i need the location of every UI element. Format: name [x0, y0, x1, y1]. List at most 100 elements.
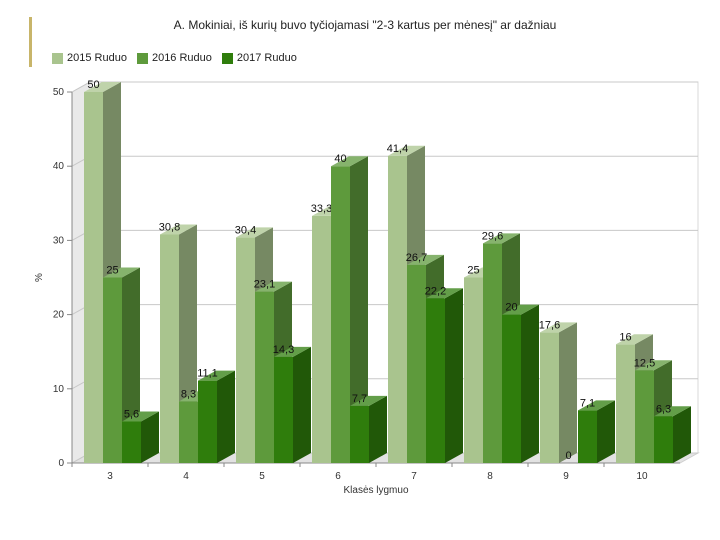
y-tick-label: 10: [53, 384, 65, 395]
data-label: 30,8: [159, 221, 180, 233]
accent-bar: [29, 17, 32, 67]
bar-2017-4: [198, 380, 217, 463]
bar-side: [521, 304, 539, 463]
data-label: 25: [467, 265, 479, 277]
legend-swatch-2017: [221, 52, 233, 64]
bar-side: [559, 322, 577, 463]
data-label: 17,6: [539, 319, 560, 331]
bar-side: [445, 288, 463, 463]
bar-2017-9: [578, 410, 597, 463]
bar-2015-3: [84, 92, 103, 463]
data-label: 6,3: [656, 403, 671, 415]
bar-top: [350, 395, 387, 406]
bar-side: [369, 395, 387, 463]
bar-2015-8: [464, 277, 483, 463]
bar-top: [426, 288, 463, 299]
bar-side: [141, 411, 159, 463]
bar-2016-5: [255, 291, 274, 463]
x-tick-label: 3: [107, 471, 113, 482]
bar-2015-6: [312, 215, 331, 463]
y-tick-label: 0: [58, 458, 64, 469]
bar-top: [103, 267, 140, 278]
data-label: 14,3: [273, 344, 294, 356]
data-label: 29,6: [482, 230, 503, 242]
data-label: 8,3: [181, 388, 196, 400]
bar-top: [236, 227, 273, 238]
legend-swatch-2015: [52, 52, 63, 64]
bar-top: [578, 400, 615, 411]
x-tick-label: 5: [259, 471, 265, 482]
legend-swatch-2016: [136, 52, 148, 64]
bar-top: [84, 82, 121, 92]
legend-label-2016: 2016 Ruduo: [151, 52, 212, 64]
data-label: 16: [619, 331, 631, 343]
y-tick-label: 30: [53, 235, 65, 246]
data-label: 41,4: [387, 143, 408, 155]
data-label: 12,5: [634, 357, 655, 369]
bar-top: [540, 322, 577, 333]
legend-item-2016: 2016 Ruduo: [136, 52, 212, 64]
bar-2016-3: [103, 277, 122, 463]
y-axis-label: %: [34, 273, 45, 282]
bar-2015-7: [388, 155, 407, 463]
data-label: 50: [87, 79, 99, 91]
bar-top: [198, 370, 235, 381]
bar-2017-10: [654, 416, 673, 463]
bar-side: [217, 370, 235, 463]
bar-2017-3: [122, 421, 141, 463]
bar-side: [673, 406, 691, 463]
bar-top: [274, 346, 311, 357]
bar-2015-5: [236, 237, 255, 463]
bar-2016-10: [635, 370, 654, 463]
bar-top: [635, 360, 672, 371]
data-label: 20: [505, 302, 517, 314]
bar-top: [502, 304, 539, 315]
bar-2016-4: [179, 401, 198, 463]
bar-2015-4: [160, 234, 179, 463]
data-label: 7,1: [580, 397, 595, 409]
bar-2016-7: [407, 264, 426, 463]
bar-top: [255, 281, 292, 292]
bar-side: [597, 400, 615, 463]
bar-top: [654, 406, 691, 417]
legend: 2015 Ruduo 2016 Ruduo 2017 Ruduo: [52, 52, 297, 64]
data-label: 0: [565, 450, 571, 462]
bar-top: [331, 156, 368, 167]
bar-top: [388, 145, 425, 156]
legend-item-2015: 2015 Ruduo: [52, 52, 127, 64]
gridline-side: [71, 81, 91, 93]
legend-label-2015: 2015 Ruduo: [67, 52, 127, 64]
bar-top: [483, 233, 520, 244]
chart-title: A. Mokiniai, iš kurių buvo tyčiojamasi "…: [173, 18, 557, 32]
x-axis-label: Klasės lygmuo: [343, 485, 408, 496]
bar-top: [616, 334, 653, 345]
y-tick-label: 40: [53, 161, 65, 172]
bar-2017-8: [502, 314, 521, 463]
data-label: 30,4: [235, 224, 256, 236]
data-label: 26,7: [406, 252, 427, 264]
x-tick-label: 10: [636, 471, 648, 482]
bar-side: [350, 156, 368, 463]
bar-top: [407, 254, 444, 265]
bar-top: [122, 411, 159, 422]
y-tick-label: 50: [53, 87, 65, 98]
bar-2016-8: [483, 243, 502, 463]
data-label: 7,7: [352, 393, 367, 405]
data-label: 40: [334, 153, 346, 165]
data-label: 5,6: [124, 408, 139, 420]
bar-2017-7: [426, 298, 445, 463]
bar-side: [293, 346, 311, 463]
x-tick-label: 6: [335, 471, 341, 482]
legend-item-2017: 2017 Ruduo: [221, 52, 297, 64]
bar-2015-9: [540, 332, 559, 463]
legend-label-2017: 2017 Ruduo: [236, 52, 297, 64]
x-tick-label: 9: [563, 471, 569, 482]
data-label: 22,2: [425, 285, 446, 297]
bar-2017-6: [350, 405, 369, 463]
x-tick-label: 8: [487, 471, 493, 482]
y-tick-label: 20: [53, 310, 65, 321]
x-tick-label: 4: [183, 471, 189, 482]
x-tick-label: 7: [411, 471, 417, 482]
data-label: 25: [106, 265, 118, 277]
